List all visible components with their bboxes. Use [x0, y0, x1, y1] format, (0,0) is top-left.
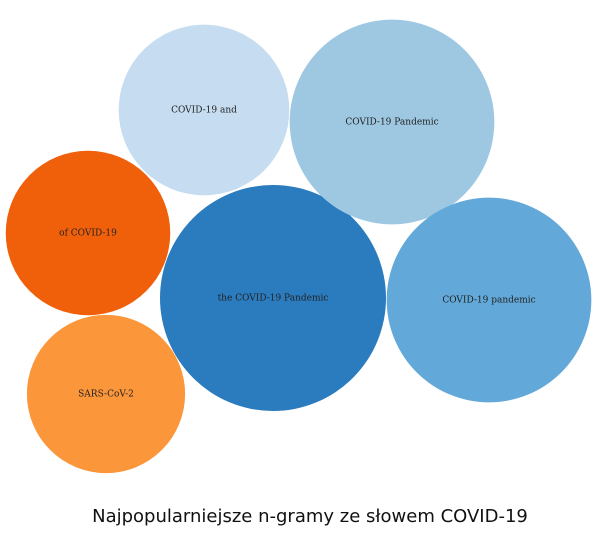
bubble-1: COVID-19 Pandemic: [289, 19, 495, 225]
bubble-chart: the COVID-19 Pandemic COVID-19 Pandemic CO…: [5, 19, 592, 474]
bubble-label: SARS-CoV-2: [78, 390, 134, 400]
bubble-label: the COVID-19 Pandemic: [218, 294, 329, 304]
bubble-0: the COVID-19 Pandemic: [160, 185, 386, 411]
chart-caption: Najpopularniejsze n-gramy ze słowem COVI…: [92, 506, 528, 527]
bubble-2: COVID-19 pandemic: [386, 197, 592, 403]
bubble-label: COVID-19 Pandemic: [345, 118, 438, 128]
bubble-circle: [26, 314, 186, 474]
bubble-circle: [386, 197, 592, 403]
bubble-circle: [5, 150, 171, 316]
bubble-label: of COVID-19: [59, 229, 117, 239]
bubble-circle: [160, 185, 386, 411]
bubble-3: COVID-19 and: [118, 24, 290, 196]
bubble-5: SARS-CoV-2: [26, 314, 186, 474]
bubble-label: COVID-19 pandemic: [442, 296, 535, 306]
bubble-4: of COVID-19: [5, 150, 171, 316]
bubble-circle: [289, 19, 495, 225]
bubble-circle: [118, 24, 290, 196]
bubble-label: COVID-19 and: [171, 106, 237, 116]
